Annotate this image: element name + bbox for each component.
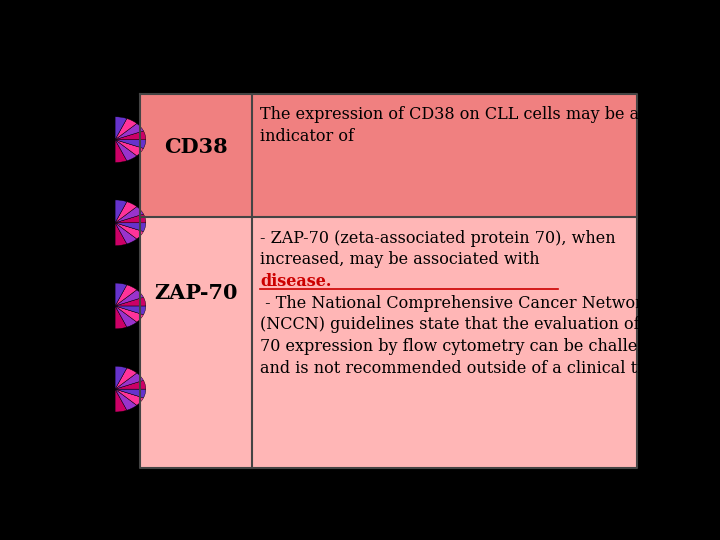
Wedge shape — [115, 207, 143, 223]
Bar — [140, 218, 252, 468]
Wedge shape — [115, 306, 137, 327]
Wedge shape — [115, 306, 127, 329]
Wedge shape — [115, 285, 137, 306]
Wedge shape — [115, 389, 143, 406]
Wedge shape — [115, 214, 145, 223]
Wedge shape — [115, 201, 137, 223]
Wedge shape — [115, 389, 137, 410]
Wedge shape — [115, 200, 127, 223]
Text: (NCCN) guidelines state that the evaluation of ZAP-: (NCCN) guidelines state that the evaluat… — [261, 316, 683, 333]
Wedge shape — [115, 223, 145, 232]
Wedge shape — [115, 368, 137, 389]
Wedge shape — [115, 389, 127, 412]
Wedge shape — [115, 223, 143, 239]
Wedge shape — [115, 223, 137, 244]
Wedge shape — [115, 366, 127, 389]
Wedge shape — [115, 140, 143, 156]
Wedge shape — [115, 131, 145, 140]
Wedge shape — [115, 306, 143, 322]
Wedge shape — [115, 306, 145, 315]
Wedge shape — [115, 380, 145, 389]
Wedge shape — [115, 117, 127, 140]
Text: - The National Comprehensive Cancer Network: - The National Comprehensive Cancer Netw… — [261, 295, 653, 312]
Text: CD38: CD38 — [164, 137, 228, 157]
Text: 70 expression by flow cytometry can be challenging: 70 expression by flow cytometry can be c… — [261, 338, 684, 355]
Wedge shape — [115, 223, 127, 246]
Bar — [140, 94, 252, 218]
Text: - ZAP-70 (zeta-associated protein 70), when: - ZAP-70 (zeta-associated protein 70), w… — [261, 230, 616, 247]
Wedge shape — [115, 140, 145, 149]
Text: disease.: disease. — [261, 273, 332, 290]
Text: and is not recommended outside of a clinical trial.: and is not recommended outside of a clin… — [261, 360, 670, 376]
Wedge shape — [115, 140, 137, 161]
Wedge shape — [115, 389, 145, 398]
Bar — [252, 94, 636, 218]
Wedge shape — [115, 297, 145, 306]
Wedge shape — [115, 373, 143, 389]
Wedge shape — [115, 283, 127, 306]
Text: The expression of CD38 on CLL cells may be an: The expression of CD38 on CLL cells may … — [261, 106, 650, 123]
Bar — [252, 218, 636, 468]
Wedge shape — [115, 140, 127, 163]
Text: increased, may be associated with: increased, may be associated with — [261, 252, 545, 268]
Wedge shape — [115, 290, 143, 306]
Wedge shape — [115, 118, 137, 140]
Wedge shape — [115, 124, 143, 140]
Text: ZAP-70: ZAP-70 — [154, 283, 238, 303]
Text: indicator of: indicator of — [261, 128, 359, 145]
